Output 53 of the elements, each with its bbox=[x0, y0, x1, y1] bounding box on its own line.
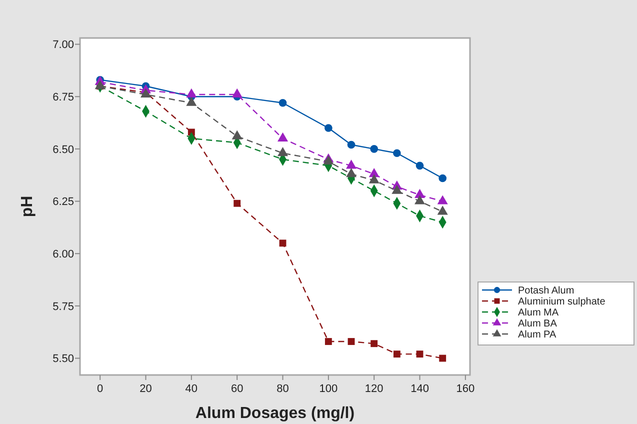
point bbox=[437, 195, 448, 204]
x-tick-label: 0 bbox=[97, 383, 104, 395]
point bbox=[278, 147, 288, 156]
y-tick-label: 5.50 bbox=[52, 353, 74, 366]
y-tick-label: 6.25 bbox=[52, 196, 74, 208]
y-tick-label: 6.00 bbox=[52, 248, 74, 260]
point bbox=[393, 149, 401, 158]
point bbox=[416, 350, 424, 358]
point bbox=[438, 174, 447, 182]
point bbox=[439, 354, 446, 362]
legend-label: Aluminium sulphate bbox=[518, 296, 606, 308]
point bbox=[346, 160, 357, 169]
legend-label: Alum MA bbox=[518, 308, 559, 318]
point bbox=[347, 140, 356, 149]
point bbox=[414, 195, 426, 204]
point bbox=[278, 98, 287, 107]
x-tick-label: 140 bbox=[410, 383, 429, 395]
legend-label: Alum PA bbox=[518, 330, 556, 340]
point bbox=[323, 155, 334, 165]
y-tick-label: 7.00 bbox=[52, 39, 74, 52]
y-tick-label: 5.75 bbox=[52, 300, 74, 313]
point bbox=[370, 340, 378, 348]
legend-label: Potash Alum bbox=[518, 286, 574, 296]
point bbox=[346, 168, 357, 178]
point bbox=[232, 130, 242, 140]
point bbox=[324, 124, 332, 132]
y-tick-label: 6.75 bbox=[52, 91, 74, 104]
point bbox=[416, 162, 424, 170]
x-tick-label: 20 bbox=[140, 383, 152, 395]
x-tick-label: 80 bbox=[276, 383, 289, 395]
point bbox=[278, 132, 288, 142]
legend-label: Alum BA bbox=[518, 318, 558, 330]
y-axis-title: pH bbox=[19, 196, 36, 218]
point bbox=[234, 200, 241, 207]
point bbox=[186, 96, 197, 106]
point bbox=[392, 184, 402, 194]
point bbox=[348, 338, 355, 345]
x-tick-label: 160 bbox=[456, 383, 475, 395]
point bbox=[368, 174, 380, 184]
point bbox=[437, 206, 448, 215]
x-tick-label: 60 bbox=[230, 383, 244, 395]
x-tick-label: 100 bbox=[319, 383, 338, 395]
point bbox=[324, 338, 332, 345]
point bbox=[186, 88, 197, 98]
y-tick-label: 6.50 bbox=[52, 144, 74, 156]
point bbox=[94, 80, 106, 90]
x-tick-label: 40 bbox=[185, 383, 198, 395]
point bbox=[393, 350, 400, 358]
x-tick-label: 120 bbox=[364, 383, 384, 395]
point bbox=[370, 145, 378, 153]
point bbox=[279, 240, 286, 247]
point bbox=[232, 88, 242, 98]
x-axis-title: Alum Dosages (mg/l) bbox=[195, 405, 355, 422]
